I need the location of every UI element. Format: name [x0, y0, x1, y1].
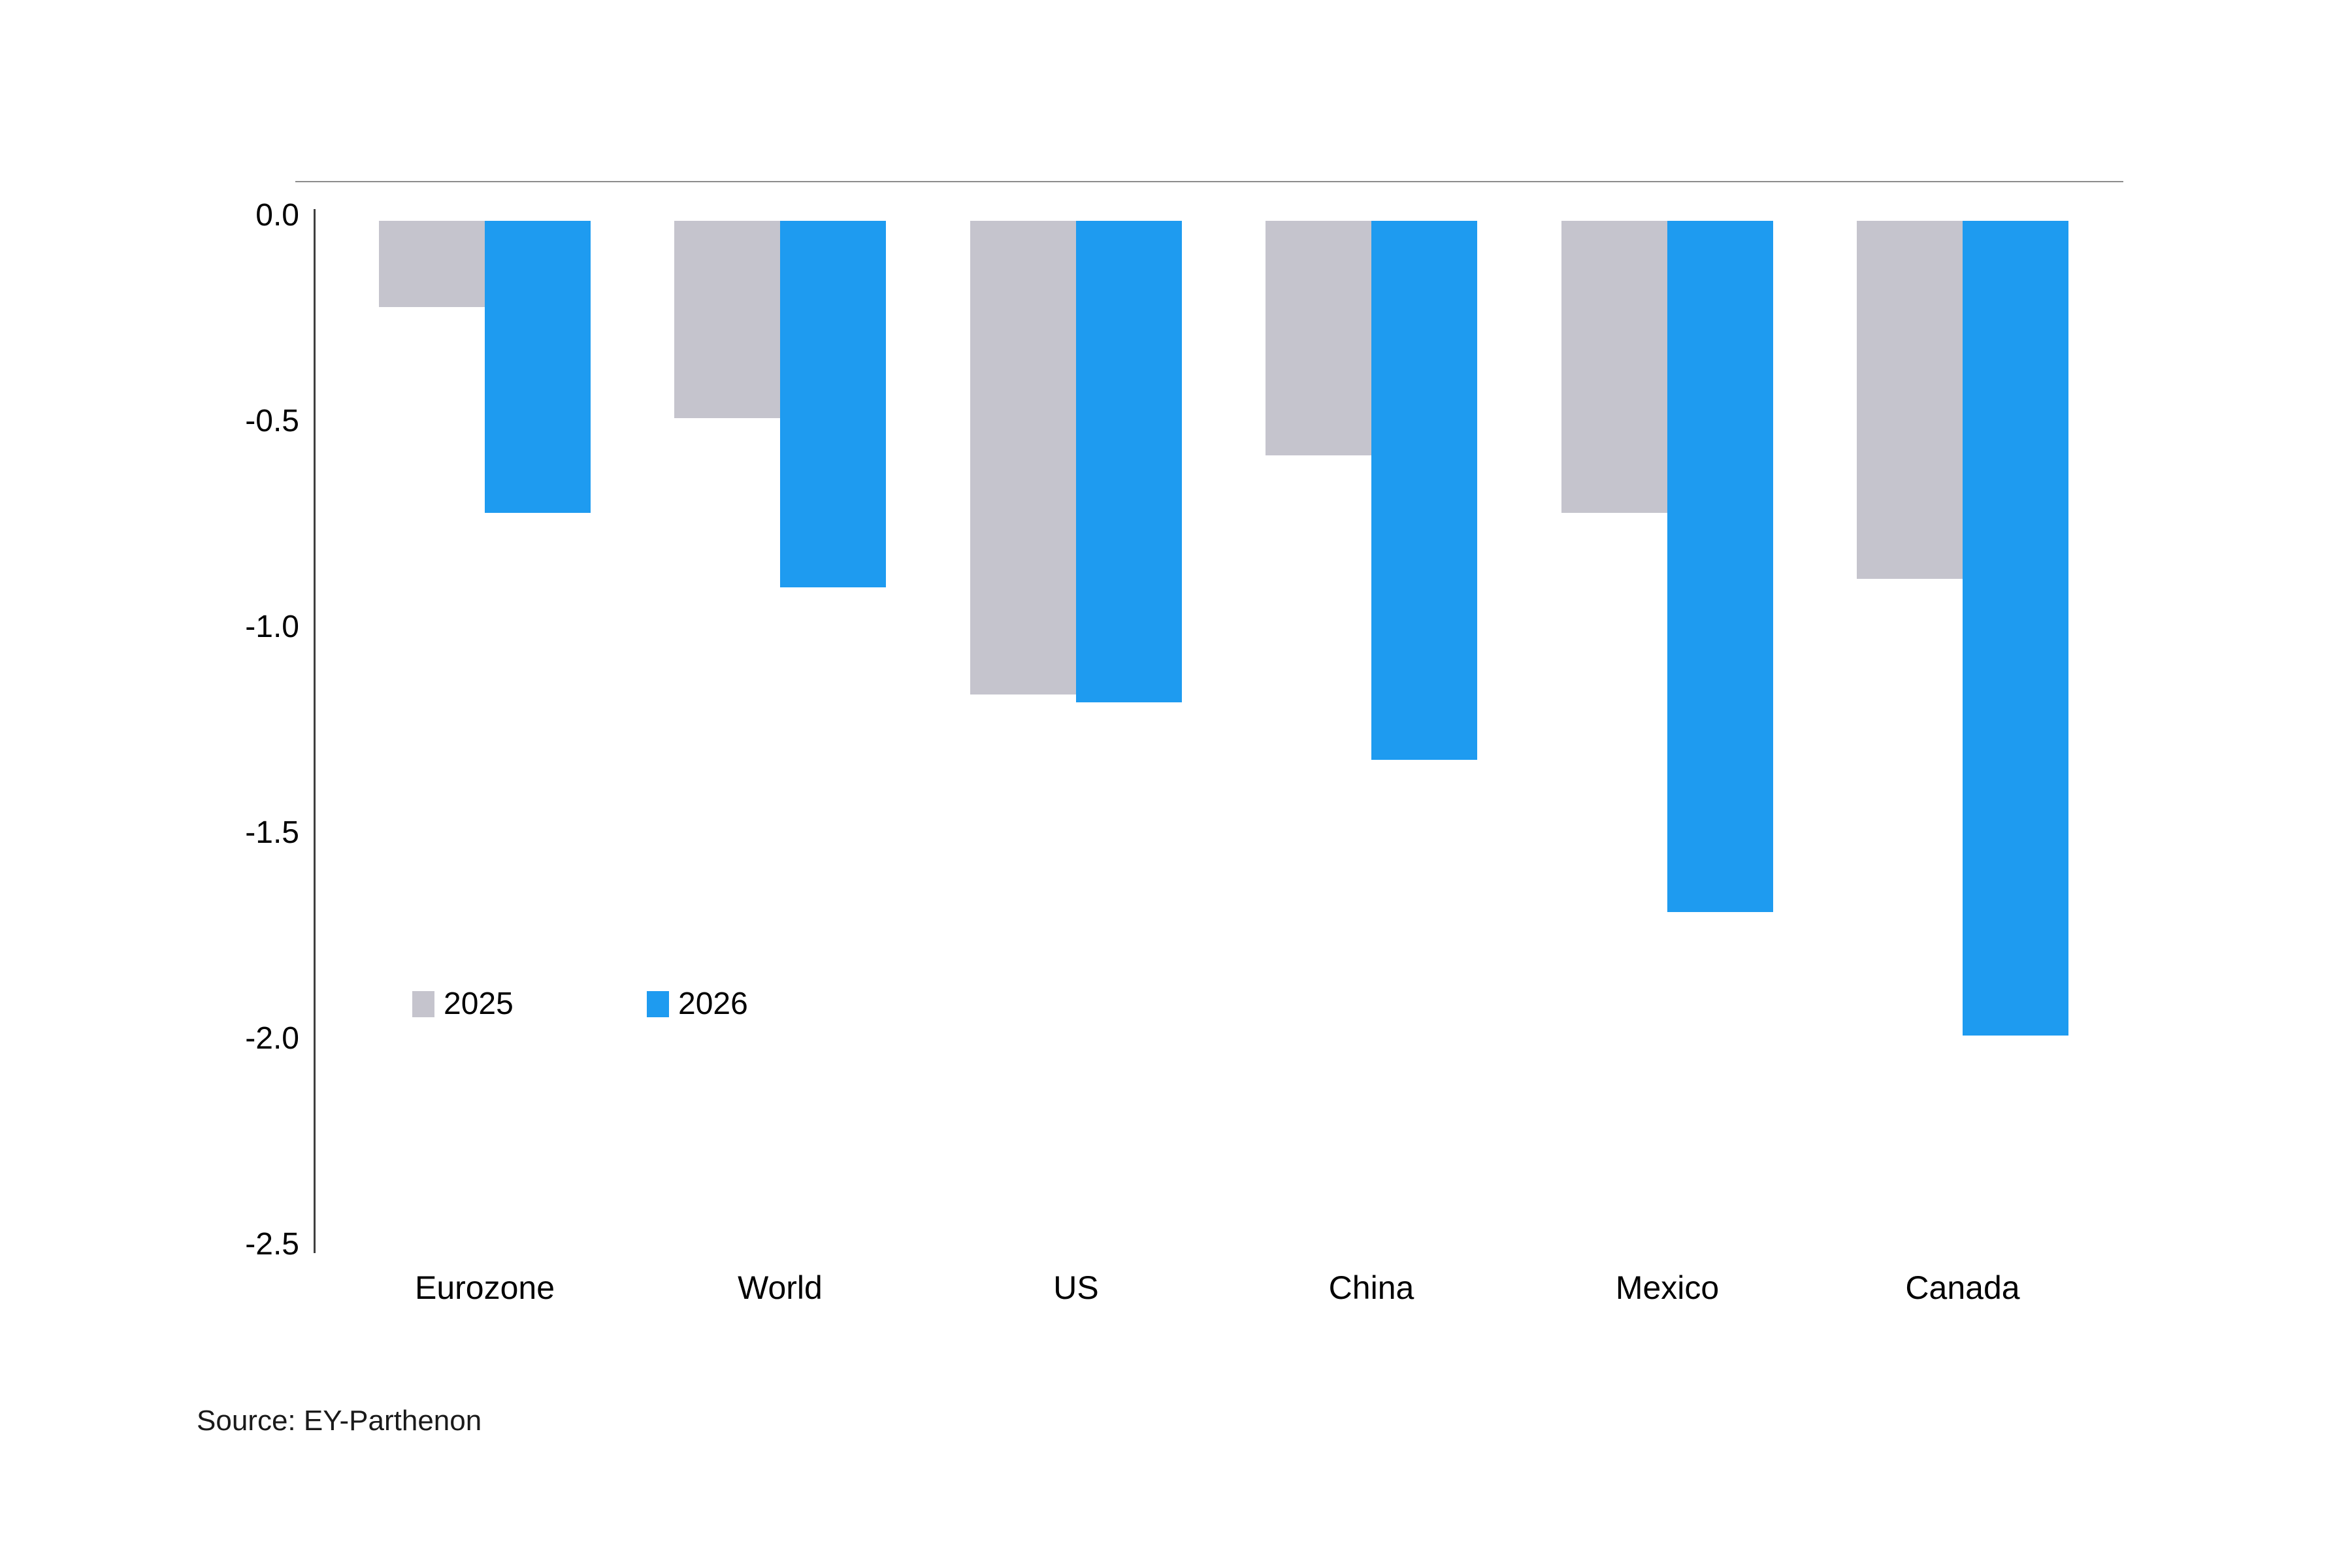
y-tick-label--1.0: -1.0	[245, 610, 299, 644]
legend-swatch-2025	[412, 991, 434, 1017]
legend-label-2025: 2025	[444, 987, 514, 1021]
bar-2025-china	[1266, 221, 1371, 455]
bar-2025-canada	[1857, 221, 1963, 579]
source-note: Source: EY-Parthenon	[197, 1405, 482, 1437]
bar-2026-canada	[1963, 221, 2068, 1036]
x-label-us: US	[1053, 1269, 1099, 1306]
y-tick-label--2.5: -2.5	[245, 1227, 299, 1262]
bar-2026-us	[1076, 221, 1182, 702]
bar-2026-world	[780, 221, 886, 587]
bar-2025-world	[674, 221, 780, 418]
legend-item-2026: 2026	[647, 988, 748, 1020]
plot-top-border	[295, 181, 2123, 182]
bar-2025-mexico	[1561, 221, 1667, 513]
x-label-eurozone: Eurozone	[414, 1269, 555, 1306]
y-tick-label--2.0: -2.0	[245, 1021, 299, 1056]
bar-2025-us	[970, 221, 1076, 694]
bar-2026-mexico	[1667, 221, 1773, 912]
legend-item-2025: 2025	[412, 988, 514, 1020]
y-tick-label--0.5: -0.5	[245, 404, 299, 438]
bar-2026-eurozone	[485, 221, 591, 513]
y-tick-label--1.5: -1.5	[245, 815, 299, 850]
x-label-world: World	[738, 1269, 823, 1306]
y-tick-label-0.0: 0.0	[255, 198, 299, 233]
legend-swatch-2026	[647, 991, 669, 1017]
x-label-mexico: Mexico	[1615, 1269, 1720, 1306]
x-label-canada: Canada	[1905, 1269, 2020, 1306]
legend-label-2026: 2026	[678, 987, 748, 1021]
bar-2026-china	[1371, 221, 1477, 760]
x-label-china: China	[1328, 1269, 1414, 1306]
bar-2025-eurozone	[379, 221, 485, 307]
y-axis-line	[314, 209, 316, 1253]
